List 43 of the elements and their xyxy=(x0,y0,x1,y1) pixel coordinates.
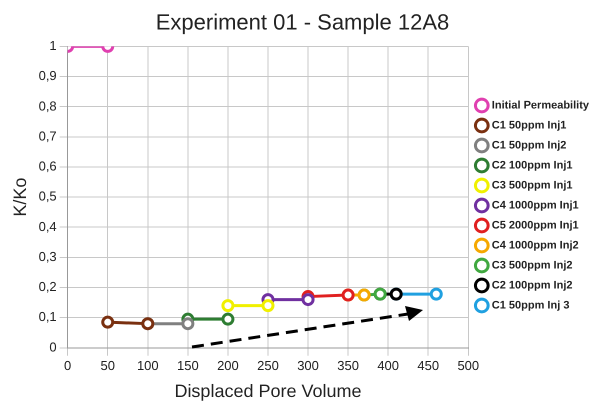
x-tick-label: 100 xyxy=(136,358,159,374)
legend-label: C2 100ppm Inj2 xyxy=(492,280,572,292)
y-tick-label: 0 xyxy=(49,339,57,354)
point xyxy=(221,299,234,312)
legend-label: C1 50ppm Inj1 xyxy=(492,120,566,132)
legend-label: C4 1000ppm Inj2 xyxy=(492,240,579,252)
x-tick-label: 50 xyxy=(100,358,115,374)
legend-label: C5 2000ppm Inj1 xyxy=(492,220,579,232)
chart-title: Experiment 01 - Sample 12A8 xyxy=(156,9,450,34)
y-tick-label: 0,8 xyxy=(38,98,57,114)
point xyxy=(181,317,194,330)
legend-label: C4 1000ppm Inj1 xyxy=(492,200,579,212)
x-tick-label: 300 xyxy=(297,358,319,374)
x-tick-label: 0 xyxy=(64,358,72,374)
y-tick-label: 0,2 xyxy=(38,279,57,294)
y-tick-label: 0,6 xyxy=(38,158,57,174)
point xyxy=(221,312,234,326)
point xyxy=(101,316,114,329)
legend-label: C3 500ppm Inj1 xyxy=(492,180,572,192)
y-tick-label: 0,4 xyxy=(38,218,57,234)
x-tick-label: 500 xyxy=(457,358,480,374)
x-tick-label: 450 xyxy=(417,358,440,374)
x-tick-label: 350 xyxy=(337,358,359,374)
y-tick-label: 0,7 xyxy=(38,128,57,144)
legend-label: Initial Permeability xyxy=(492,100,590,112)
legend-label: C2 100ppm Inj1 xyxy=(492,160,572,172)
y-tick-label: 0,1 xyxy=(38,309,57,324)
y-tick-label: 0,5 xyxy=(38,188,57,204)
y-tick-label: 0,3 xyxy=(38,248,57,264)
x-axis-title: Displaced Pore Volume xyxy=(174,381,362,402)
y-tick-label: 0,9 xyxy=(38,68,57,84)
legend-label: C1 50ppm Inj 3 xyxy=(492,300,570,312)
x-tick-label: 150 xyxy=(177,358,199,374)
x-tick-label: 250 xyxy=(257,358,279,374)
y-axis-title: K/Ko xyxy=(10,178,30,217)
point xyxy=(261,299,274,312)
x-tick-label: 400 xyxy=(377,358,400,374)
y-tick-label: 1 xyxy=(49,38,57,53)
x-tick-label: 200 xyxy=(217,358,239,374)
point xyxy=(430,288,443,301)
point xyxy=(302,293,315,306)
legend-label: C3 500ppm Inj2 xyxy=(492,260,572,272)
legend-label: C1 50ppm Inj2 xyxy=(492,140,566,152)
